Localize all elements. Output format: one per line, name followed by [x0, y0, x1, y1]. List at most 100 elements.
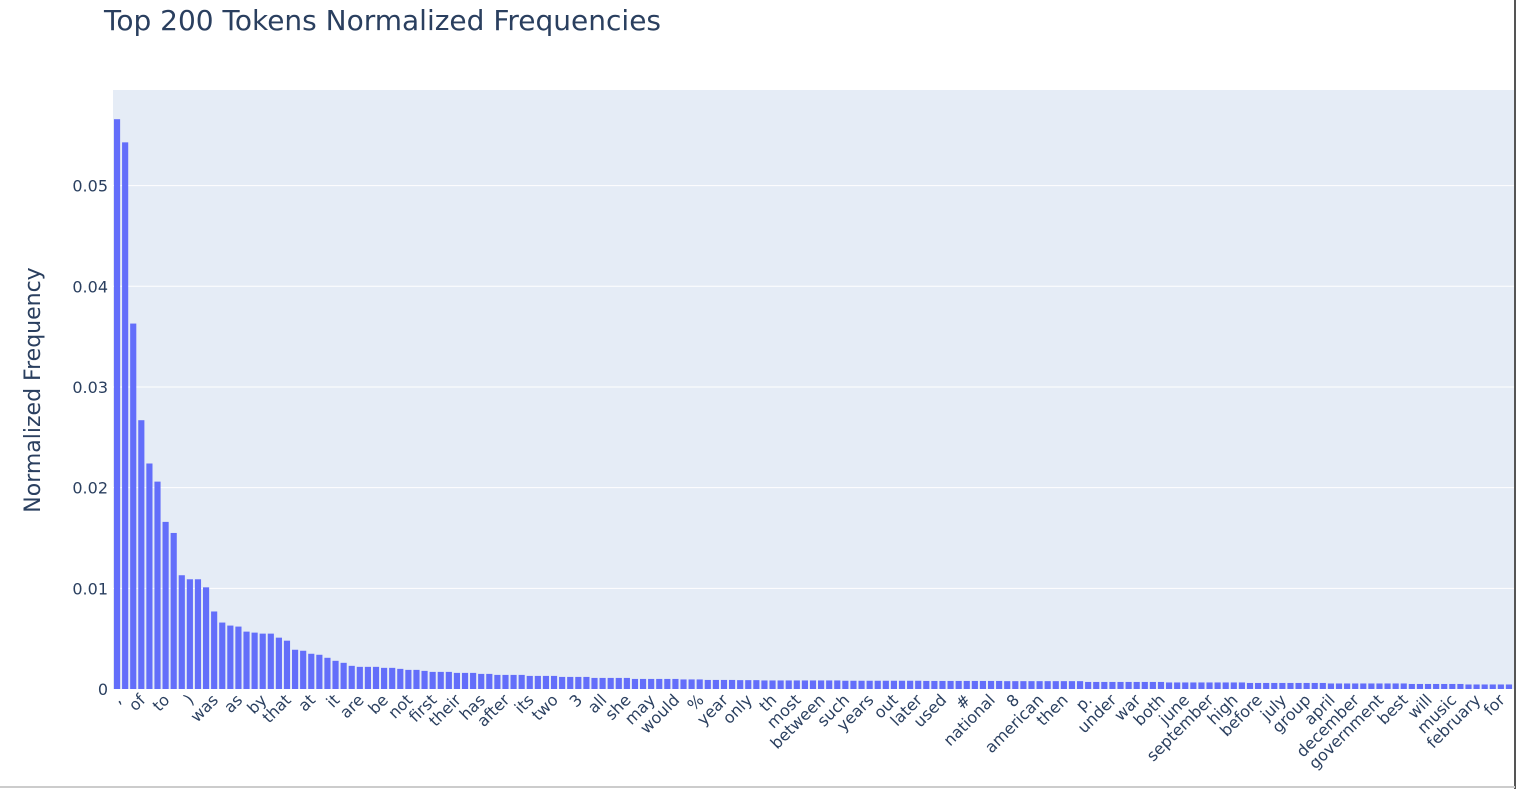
- bar: [324, 657, 331, 689]
- y-tick-label: 0.02: [72, 479, 108, 498]
- bar: [1068, 681, 1076, 689]
- bar: [874, 680, 881, 689]
- bar: [340, 662, 347, 689]
- bar: [550, 675, 558, 689]
- bar: [931, 680, 938, 689]
- bar: [202, 587, 210, 689]
- bar: [453, 672, 461, 689]
- bar: [979, 680, 987, 689]
- bar: [1190, 682, 1197, 689]
- bar: [429, 671, 436, 689]
- bar: [1481, 684, 1488, 689]
- bar: [1311, 682, 1318, 689]
- bar: [1036, 681, 1043, 689]
- bar: [267, 633, 274, 689]
- bar: [882, 680, 889, 689]
- bar: [1020, 681, 1027, 689]
- bar: [648, 678, 655, 689]
- bar: [1246, 682, 1254, 689]
- bar: [526, 675, 533, 689]
- bar: [1052, 681, 1059, 689]
- bar: [1109, 681, 1116, 689]
- bar: [1198, 682, 1205, 689]
- bar: [656, 678, 663, 689]
- bar: [259, 633, 266, 689]
- bar: [510, 674, 517, 689]
- bar: [834, 680, 841, 689]
- bar: [1012, 681, 1019, 689]
- bar: [494, 674, 501, 689]
- bar: [502, 674, 509, 689]
- bar: [461, 672, 469, 689]
- bar: [939, 680, 946, 689]
- bar: [1433, 683, 1440, 689]
- bar: [372, 666, 380, 689]
- bar: [785, 680, 792, 689]
- bar: [1214, 682, 1221, 689]
- bar: [672, 678, 679, 689]
- bar: [615, 677, 622, 689]
- x-tick-label: are: [336, 690, 368, 722]
- y-tick-label: 0.05: [72, 177, 108, 196]
- bar: [1182, 682, 1189, 689]
- bar: [712, 679, 719, 689]
- x-tick-label: two: [528, 690, 562, 724]
- bar: [1125, 681, 1132, 689]
- bar: [923, 680, 930, 689]
- x-tick-label: only: [719, 690, 756, 727]
- y-tick-label: 0.04: [72, 277, 108, 296]
- bar: [1497, 684, 1504, 689]
- bar: [227, 625, 234, 689]
- bar: [194, 579, 202, 689]
- bar: [631, 678, 639, 689]
- bar: [381, 667, 388, 689]
- bar: [405, 669, 412, 689]
- bar: [1384, 683, 1391, 689]
- bar: [1174, 682, 1181, 689]
- bar: [518, 674, 525, 689]
- bar: [591, 677, 598, 689]
- bar: [1238, 682, 1245, 689]
- bar: [890, 680, 897, 689]
- bar: [1489, 684, 1496, 689]
- bar: [1344, 683, 1351, 689]
- bar: [1044, 681, 1051, 689]
- bar: [1222, 682, 1229, 689]
- bar: [1441, 683, 1448, 689]
- bar: [211, 611, 218, 689]
- bar: [688, 679, 695, 689]
- x-tick-label: that: [258, 690, 294, 726]
- bar: [1335, 683, 1343, 689]
- plot-area: [113, 90, 1515, 689]
- bar: [737, 680, 744, 689]
- bar: [729, 679, 736, 689]
- bar: [364, 666, 371, 689]
- x-tick-label: 3: [566, 690, 587, 711]
- x-tick-label: as: [220, 690, 246, 716]
- bar: [680, 679, 687, 689]
- bar: [486, 673, 493, 689]
- bar: [599, 677, 606, 689]
- bar: [300, 650, 307, 689]
- bar: [445, 671, 452, 689]
- bar: [826, 680, 833, 689]
- bar: [753, 680, 760, 689]
- bar: [1352, 683, 1359, 689]
- bar: [389, 667, 396, 689]
- bar: [720, 679, 728, 689]
- bar: [1400, 683, 1407, 689]
- x-tick-label: of: [125, 690, 150, 715]
- bar: [251, 632, 258, 689]
- bar: [470, 672, 477, 689]
- bar: [1230, 682, 1237, 689]
- bar: [1449, 683, 1456, 689]
- bar: [761, 680, 768, 689]
- bar: [1505, 684, 1513, 689]
- y-tick-label: 0: [98, 680, 108, 699]
- bar: [1295, 682, 1302, 689]
- bar: [955, 680, 962, 689]
- bar: [858, 680, 865, 689]
- bar: [243, 631, 250, 689]
- bar: [154, 481, 161, 689]
